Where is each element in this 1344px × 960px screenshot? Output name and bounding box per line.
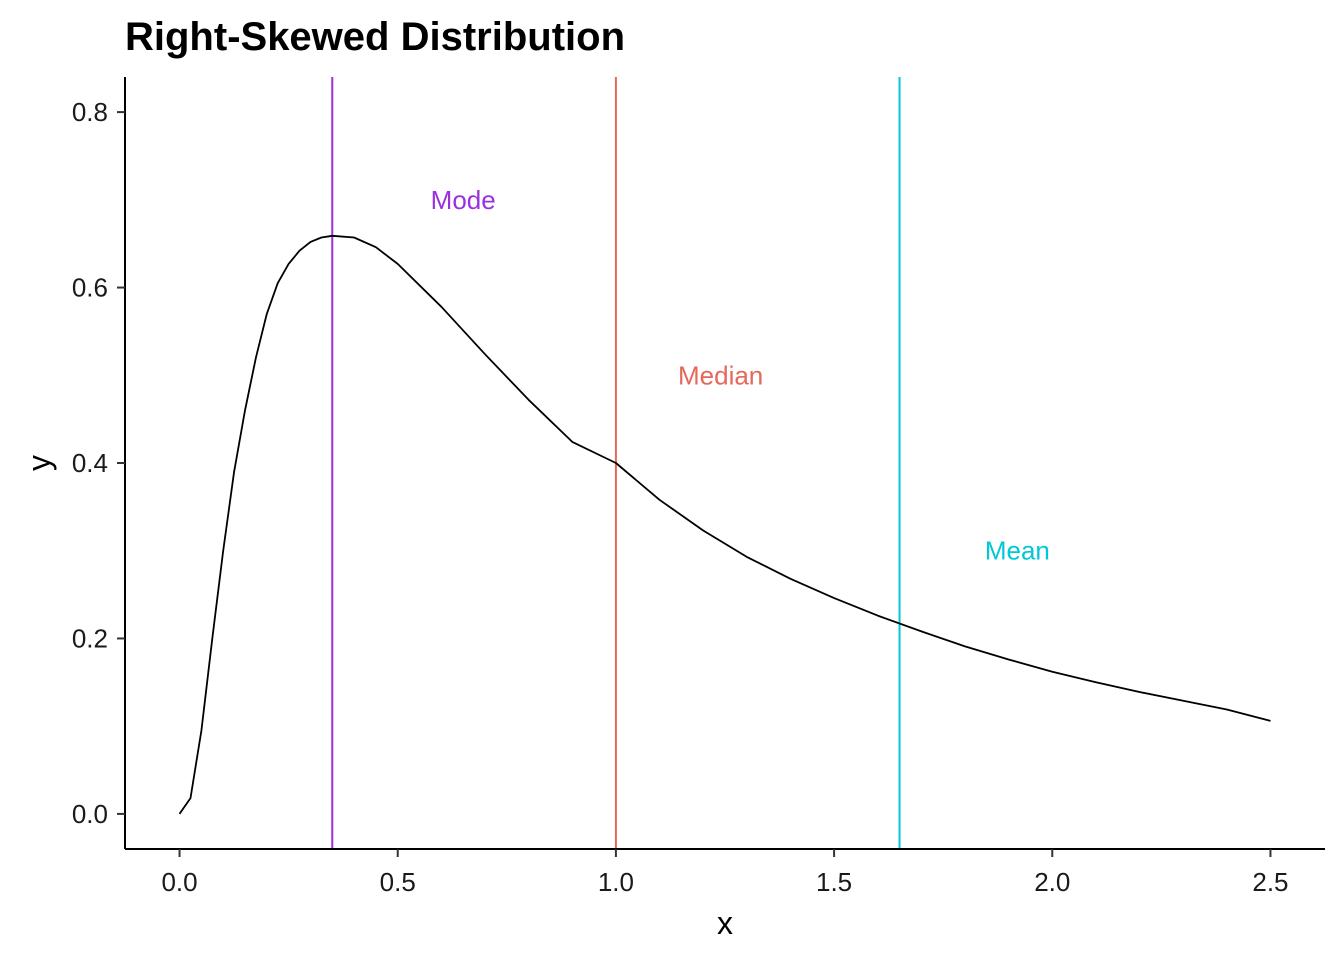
y-tick-label: 0.0 — [72, 799, 108, 829]
mode-label: Mode — [431, 185, 496, 215]
x-axis-title: x — [717, 905, 733, 941]
x-tick-label: 1.5 — [816, 867, 852, 897]
y-tick-label: 0.2 — [72, 623, 108, 653]
median-label: Median — [678, 360, 763, 390]
axes: 0.0 0.5 1.0 1.5 2.0 2.5 0.0 0.2 0.4 0.6 0.8 — [72, 77, 1325, 897]
mean-label: Mean — [985, 536, 1050, 566]
y-tick-label: 0.8 — [72, 97, 108, 127]
x-tick-label: 0.5 — [380, 867, 416, 897]
y-axis-title: y — [21, 455, 57, 471]
y-tick-label: 0.6 — [72, 273, 108, 303]
y-tick-label: 0.4 — [72, 448, 108, 478]
x-tick-label: 0.0 — [161, 867, 197, 897]
x-tick-label: 2.0 — [1034, 867, 1070, 897]
x-tick-label: 1.0 — [598, 867, 634, 897]
chart-title: Right-Skewed Distribution — [125, 15, 625, 59]
density-curve — [178, 234, 1271, 815]
plot-area: Mode Median Mean — [178, 77, 1271, 849]
x-tick-label: 2.5 — [1252, 867, 1288, 897]
